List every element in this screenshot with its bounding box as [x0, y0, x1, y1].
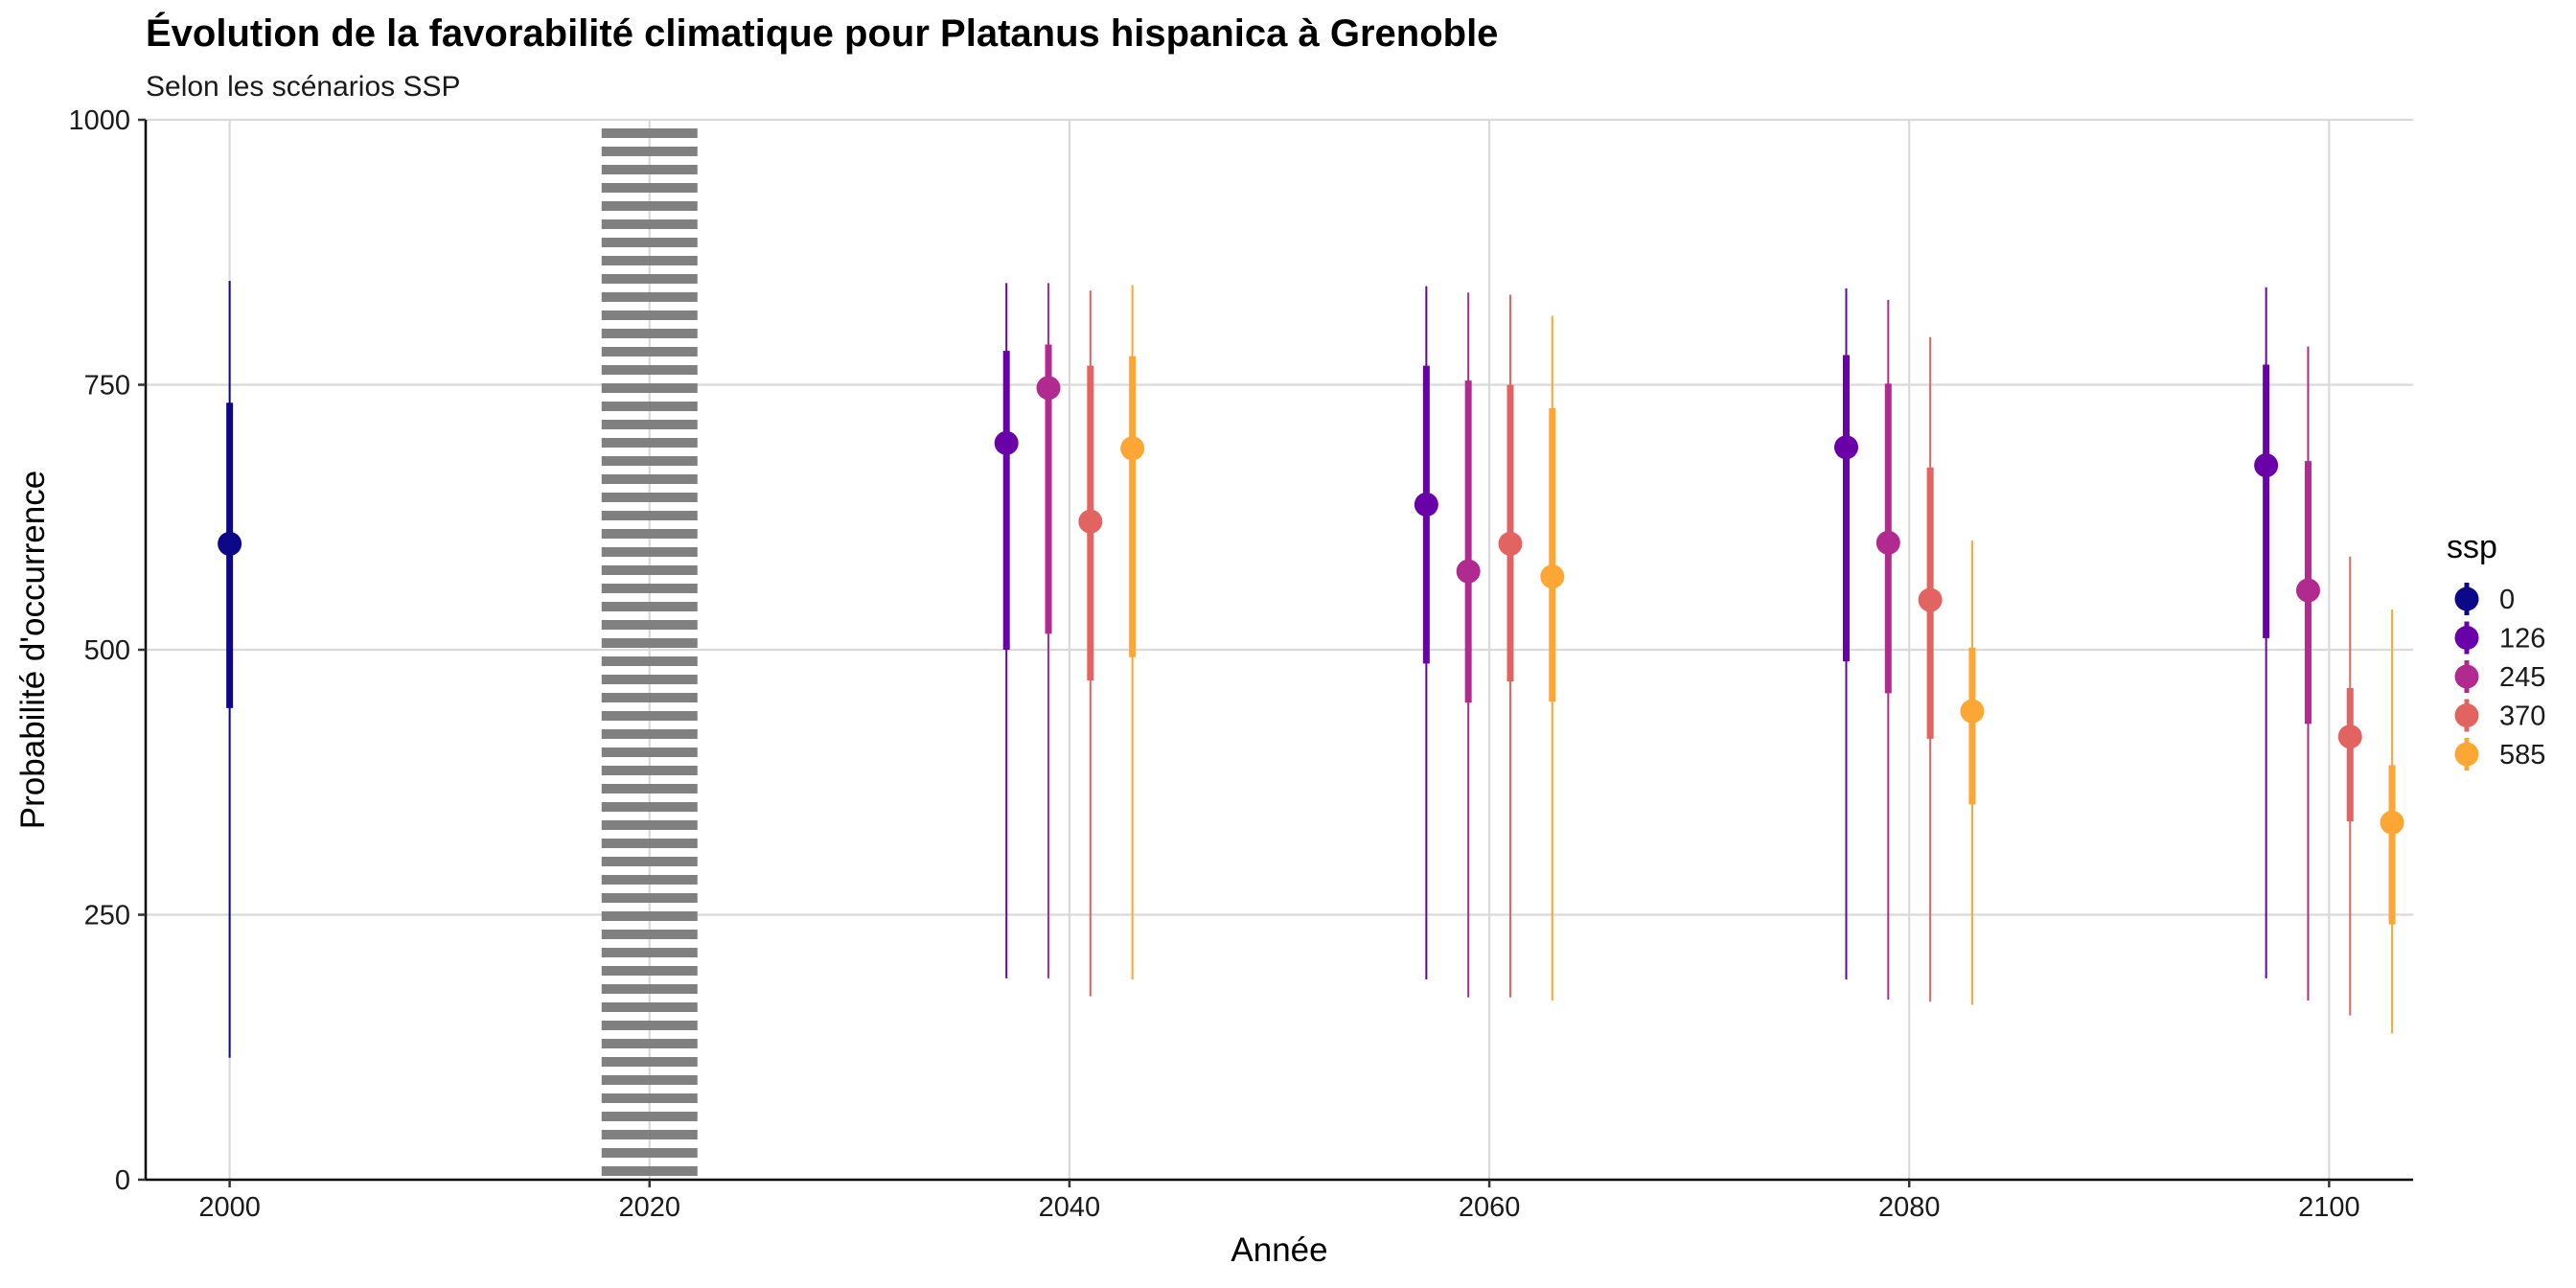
legend: ssp 0 126 245 370 585	[2447, 529, 2545, 770]
legend-item-370: 370	[2454, 699, 2545, 732]
y-tick-label: 1000	[68, 105, 130, 136]
legend-item-126: 126	[2454, 621, 2545, 655]
legend-item-585: 585	[2454, 738, 2545, 770]
point-ssp-585-2103	[2380, 609, 2404, 1034]
legend-item-245: 245	[2454, 660, 2545, 693]
legend-key-point	[2454, 626, 2479, 650]
point-ssp-245-2059	[1456, 292, 1481, 998]
legend-label: 245	[2499, 662, 2545, 693]
point-ssp-585-2043	[1120, 285, 1145, 979]
median-point	[2380, 810, 2404, 835]
y-tick-label: 500	[84, 635, 130, 666]
median-point	[1960, 699, 1985, 724]
point-ssp-245-2039	[1036, 283, 1061, 978]
legend-key-point	[2454, 703, 2479, 727]
point-ssp-0-2000	[218, 281, 242, 1058]
legend-key-point	[2454, 664, 2479, 689]
point-ssp-126-2097	[2254, 287, 2279, 978]
point-ssp-370-2081	[1918, 336, 1943, 1002]
median-point	[1414, 492, 1438, 517]
legend-label: 585	[2499, 740, 2545, 770]
median-point	[2337, 724, 2362, 749]
y-tick-label: 0	[115, 1165, 130, 1196]
point-ssp-245-2099	[2295, 346, 2320, 1001]
legend-key-point	[2454, 742, 2479, 767]
chart-subtitle: Selon les scénarios SSP	[146, 71, 461, 103]
median-point	[2254, 453, 2279, 478]
legend-label: 0	[2499, 585, 2515, 615]
point-ssp-245-2079	[1875, 300, 1900, 1000]
legend-title: ssp	[2447, 529, 2497, 565]
x-tick-label: 2080	[1878, 1192, 1941, 1223]
y-axis-ticks: 0 250 500 750 1000	[68, 105, 146, 1196]
point-ssp-370-2041	[1078, 290, 1103, 997]
y-tick-label: 250	[84, 901, 130, 932]
legend-key-point	[2454, 586, 2479, 611]
point-ssp-370-2061	[1498, 294, 1523, 998]
legend-item-0: 0	[2454, 583, 2515, 615]
point-ssp-126-2037	[994, 283, 1019, 978]
gridlines	[146, 118, 2413, 1180]
x-tick-label: 2040	[1039, 1192, 1101, 1223]
median-point	[1078, 509, 1103, 534]
point-ssp-585-2083	[1960, 540, 1985, 1005]
x-tick-label: 2020	[619, 1192, 681, 1223]
median-point	[1120, 436, 1145, 461]
median-point	[1456, 559, 1481, 584]
y-tick-label: 750	[84, 371, 130, 402]
x-tick-label: 2100	[2298, 1192, 2360, 1223]
x-axis-ticks: 2000 2020 2040 2060 2080 2100	[198, 1180, 2360, 1223]
point-ssp-585-2063	[1540, 315, 1565, 1001]
median-point	[218, 531, 242, 556]
median-point	[1540, 564, 1565, 589]
median-point	[1918, 587, 1943, 612]
y-axis-title: Probabilité d'occurrence	[14, 471, 52, 829]
data-points	[218, 281, 2404, 1058]
x-tick-label: 2000	[198, 1192, 261, 1223]
legend-label: 126	[2499, 624, 2545, 655]
median-point	[1036, 376, 1061, 401]
x-axis-title: Année	[1230, 1231, 1327, 1269]
median-point	[1834, 435, 1858, 460]
point-ssp-126-2077	[1834, 288, 1858, 979]
x-tick-label: 2060	[1459, 1192, 1521, 1223]
point-ssp-126-2057	[1414, 286, 1438, 979]
median-point	[2295, 578, 2320, 603]
chart-title: Évolution de la favorabilité climatique …	[146, 12, 1498, 55]
median-point	[1875, 530, 1900, 555]
median-point	[994, 430, 1019, 455]
legend-label: 370	[2499, 702, 2545, 732]
median-point	[1498, 531, 1523, 556]
point-ssp-370-2101	[2337, 556, 2362, 1016]
